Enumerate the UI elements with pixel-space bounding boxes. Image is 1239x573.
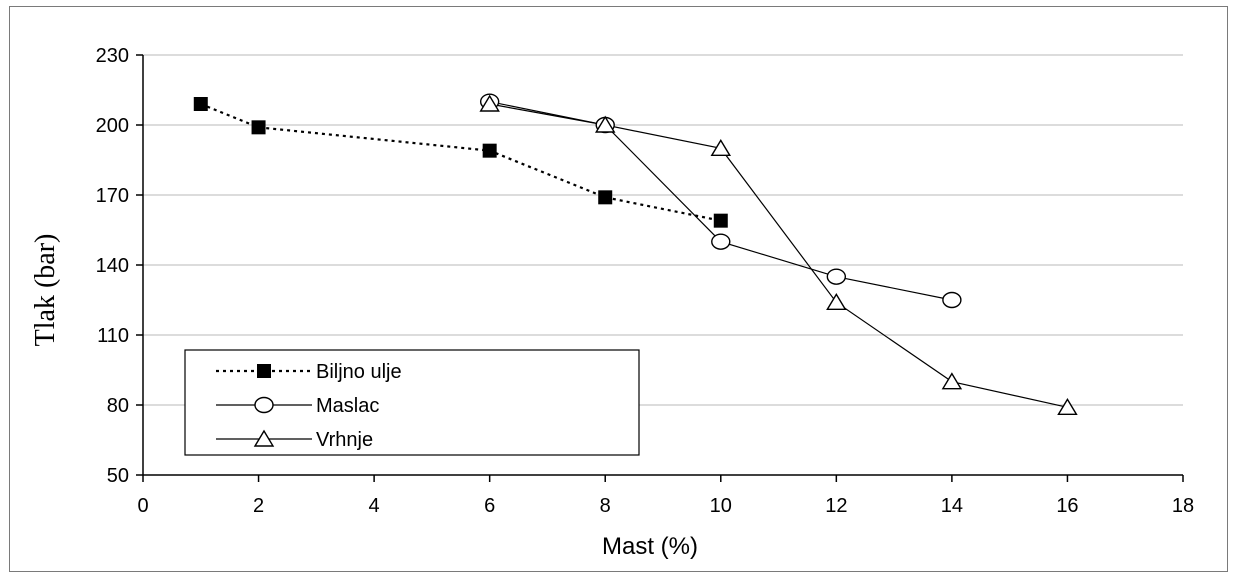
x-tick-label: 14 — [941, 495, 963, 517]
x-axis-title: Mast (%) — [602, 533, 698, 560]
data-point-vrhnje — [710, 138, 732, 157]
series-line-vrhnje — [489, 103, 1068, 408]
legend-marker — [254, 396, 274, 414]
data-point-biljno-ulje — [713, 213, 728, 228]
series-line-maslac — [489, 101, 953, 301]
y-tick-label: 170 — [96, 185, 129, 207]
x-tick-label: 2 — [253, 495, 264, 517]
data-point-biljno-ulje — [482, 143, 497, 158]
x-tick-label: 4 — [369, 495, 380, 517]
y-tick-label: 140 — [96, 255, 129, 277]
data-point-maslac — [711, 233, 731, 250]
y-axis-title: Tlak (bar) — [30, 234, 61, 347]
legend-marker — [257, 364, 271, 378]
legend-label: Maslac — [316, 395, 379, 417]
x-tick-labels: 0 2 4 6 8 10 12 14 16 18 — [137, 495, 1194, 517]
y-tick-label: 110 — [97, 325, 129, 347]
data-point-vrhnje — [594, 115, 616, 133]
x-tick-label: 6 — [484, 495, 495, 517]
data-point-maslac — [826, 268, 847, 285]
data-point-vrhnje — [941, 372, 963, 390]
x-tick-label: 10 — [710, 495, 732, 517]
data-point-vrhnje — [1057, 397, 1078, 416]
series-markers — [193, 93, 1078, 416]
axes — [136, 54, 1184, 482]
legend-marker — [253, 429, 275, 447]
data-point-biljno-ulje — [251, 120, 266, 135]
y-tick-label: 200 — [96, 115, 129, 137]
data-point-biljno-ulje — [598, 190, 613, 205]
x-tick-label: 8 — [600, 495, 611, 517]
y-tick-label: 80 — [107, 395, 129, 417]
data-point-maslac — [942, 291, 962, 309]
x-tick-label: 0 — [137, 495, 148, 517]
legend-label: Biljno ulje — [316, 361, 402, 383]
legend: Biljno ulje Maslac Vrhnje — [184, 349, 640, 456]
data-point-vrhnje — [479, 94, 500, 112]
y-tick-label: 230 — [96, 45, 129, 67]
y-tick-label: 50 — [107, 465, 129, 487]
data-point-biljno-ulje — [193, 97, 208, 111]
x-tick-label: 18 — [1172, 495, 1194, 517]
x-tick-label: 12 — [825, 495, 847, 517]
legend-items: Biljno ulje Maslac Vrhnje — [216, 361, 402, 451]
data-point-vrhnje — [826, 292, 847, 311]
legend-label: Vrhnje — [316, 429, 373, 451]
chart-frame — [9, 6, 1228, 572]
y-tick-labels: 50 80 110 140 170 200 230 — [96, 45, 129, 487]
x-tick-label: 16 — [1056, 495, 1078, 517]
